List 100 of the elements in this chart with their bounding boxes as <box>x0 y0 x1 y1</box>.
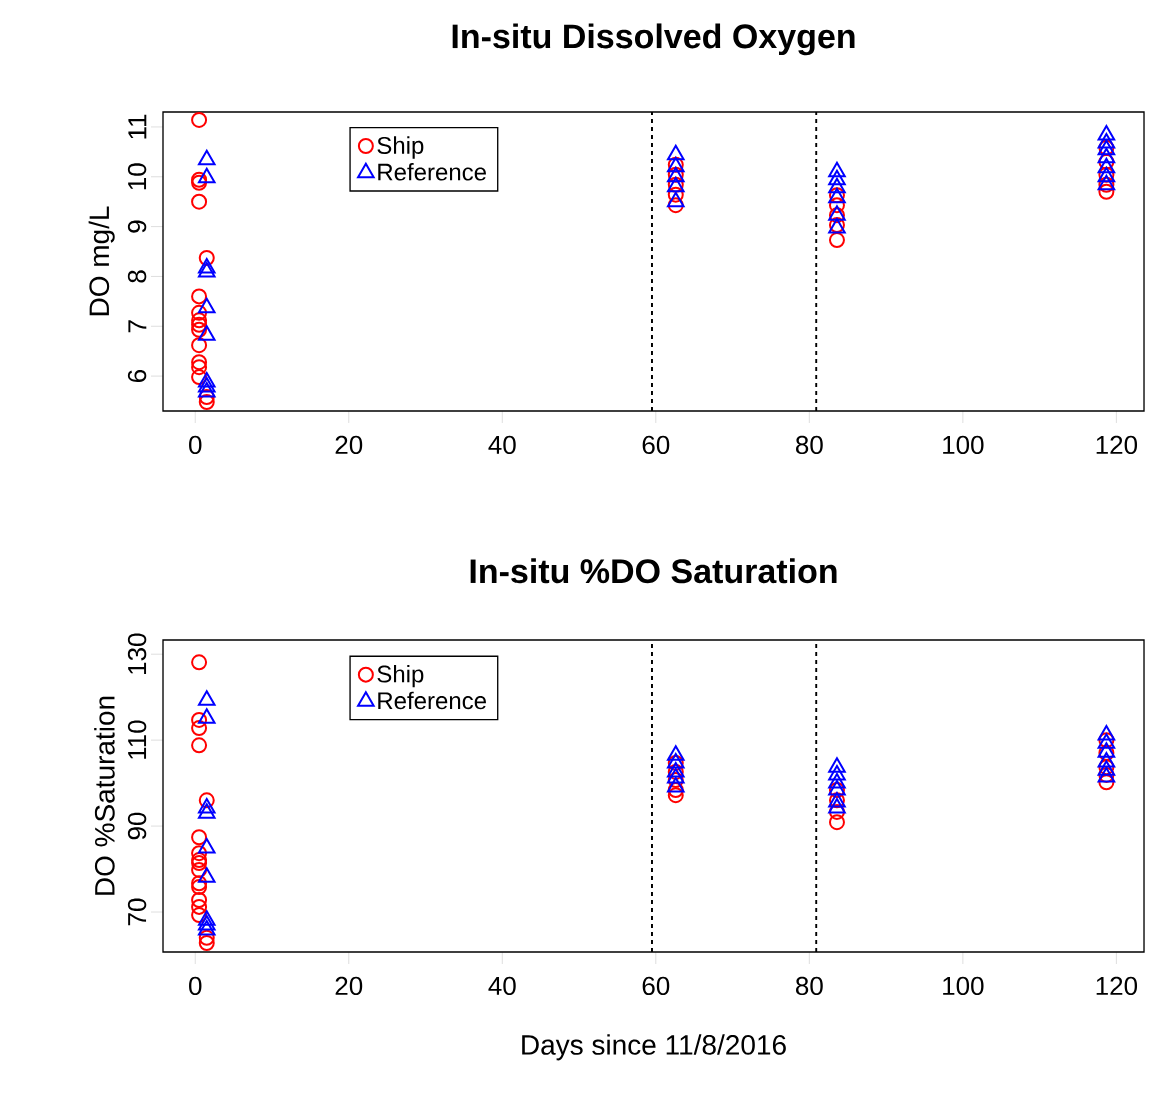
x-tick-label: 40 <box>488 976 516 996</box>
legend-label: Reference <box>378 162 486 181</box>
x-tick-label: 60 <box>642 976 670 996</box>
y-tick-label: 130 <box>127 633 147 674</box>
point <box>191 875 208 892</box>
y-tick-label: 8 <box>127 270 147 283</box>
point <box>191 861 208 878</box>
legend-label: Reference <box>378 691 486 710</box>
y-tick-label: 11 <box>128 114 147 139</box>
point <box>197 838 216 854</box>
point <box>191 337 208 354</box>
point <box>191 737 208 754</box>
point <box>828 169 846 186</box>
point <box>1097 147 1116 164</box>
y-axis-title: DO mg/L <box>88 206 115 316</box>
x-tick-label: 60 <box>642 435 670 455</box>
x-tick-label: 0 <box>189 976 202 996</box>
point <box>667 781 684 798</box>
chart-title: In-situ %DO Saturation <box>470 558 837 584</box>
y-tick-label: 9 <box>127 220 147 233</box>
point <box>191 321 208 338</box>
legend-label: Ship <box>377 664 424 688</box>
x-tick-label: 0 <box>189 435 202 455</box>
point <box>828 161 846 178</box>
point <box>666 144 685 161</box>
point <box>828 764 846 781</box>
point <box>191 879 208 896</box>
x-tick-label: 20 <box>335 435 363 455</box>
point <box>667 787 684 804</box>
x-tick-label: 100 <box>943 976 984 996</box>
point <box>197 708 216 724</box>
point <box>828 197 845 214</box>
point <box>197 914 216 931</box>
point <box>191 288 208 305</box>
point <box>191 316 208 333</box>
point <box>191 892 208 908</box>
y-tick-label: 6 <box>127 370 147 383</box>
point <box>828 814 845 831</box>
point <box>197 920 216 936</box>
point <box>191 898 208 915</box>
x-tick-label: 100 <box>943 435 984 455</box>
point <box>191 654 208 671</box>
point <box>198 929 215 946</box>
y-tick-label: 7 <box>128 320 147 333</box>
point <box>666 191 685 208</box>
point <box>191 711 208 728</box>
point <box>197 798 216 814</box>
point <box>828 773 846 789</box>
point <box>828 757 846 773</box>
point <box>191 907 208 924</box>
point <box>1097 752 1116 768</box>
point <box>197 803 216 819</box>
point <box>191 369 208 386</box>
point <box>1097 724 1116 741</box>
point <box>1098 745 1115 762</box>
x-axis-title: Days since 11/8/2016 <box>522 1034 786 1061</box>
point <box>191 304 208 321</box>
point <box>191 312 208 329</box>
point <box>191 359 208 376</box>
point <box>198 389 215 406</box>
point <box>1097 124 1116 141</box>
point <box>191 354 208 371</box>
point <box>191 111 208 128</box>
y-axis-title: DO %Saturation <box>94 696 115 895</box>
point <box>1097 742 1116 758</box>
point <box>667 772 684 789</box>
y-tick-label: 10 <box>127 163 147 190</box>
point <box>1098 183 1115 200</box>
x-tick-label: 80 <box>796 976 823 996</box>
point <box>191 829 208 846</box>
point <box>198 394 215 411</box>
x-tick-label: 80 <box>796 435 823 455</box>
point <box>191 720 208 737</box>
point <box>828 803 845 820</box>
x-tick-label: 120 <box>1096 976 1138 996</box>
y-tick-label: 70 <box>127 898 147 926</box>
point <box>197 910 216 926</box>
point <box>197 867 216 883</box>
point <box>191 193 208 210</box>
point <box>828 232 845 249</box>
point <box>198 934 215 951</box>
point <box>197 149 216 166</box>
point <box>197 257 216 274</box>
point <box>198 250 215 267</box>
point <box>191 845 208 862</box>
point <box>828 177 846 194</box>
point <box>667 197 684 214</box>
point <box>828 798 846 814</box>
chart-title: In-situ Dissolved Oxygen <box>452 23 855 56</box>
point <box>1098 153 1115 170</box>
x-tick-label: 40 <box>488 435 516 455</box>
x-tick-label: 120 <box>1096 435 1138 455</box>
point <box>197 261 216 278</box>
point <box>667 186 684 203</box>
point <box>666 776 685 793</box>
x-tick-label: 20 <box>335 976 363 996</box>
point <box>198 792 215 809</box>
point <box>1098 774 1115 791</box>
point <box>1097 157 1116 174</box>
legend-label: Ship <box>377 136 424 159</box>
